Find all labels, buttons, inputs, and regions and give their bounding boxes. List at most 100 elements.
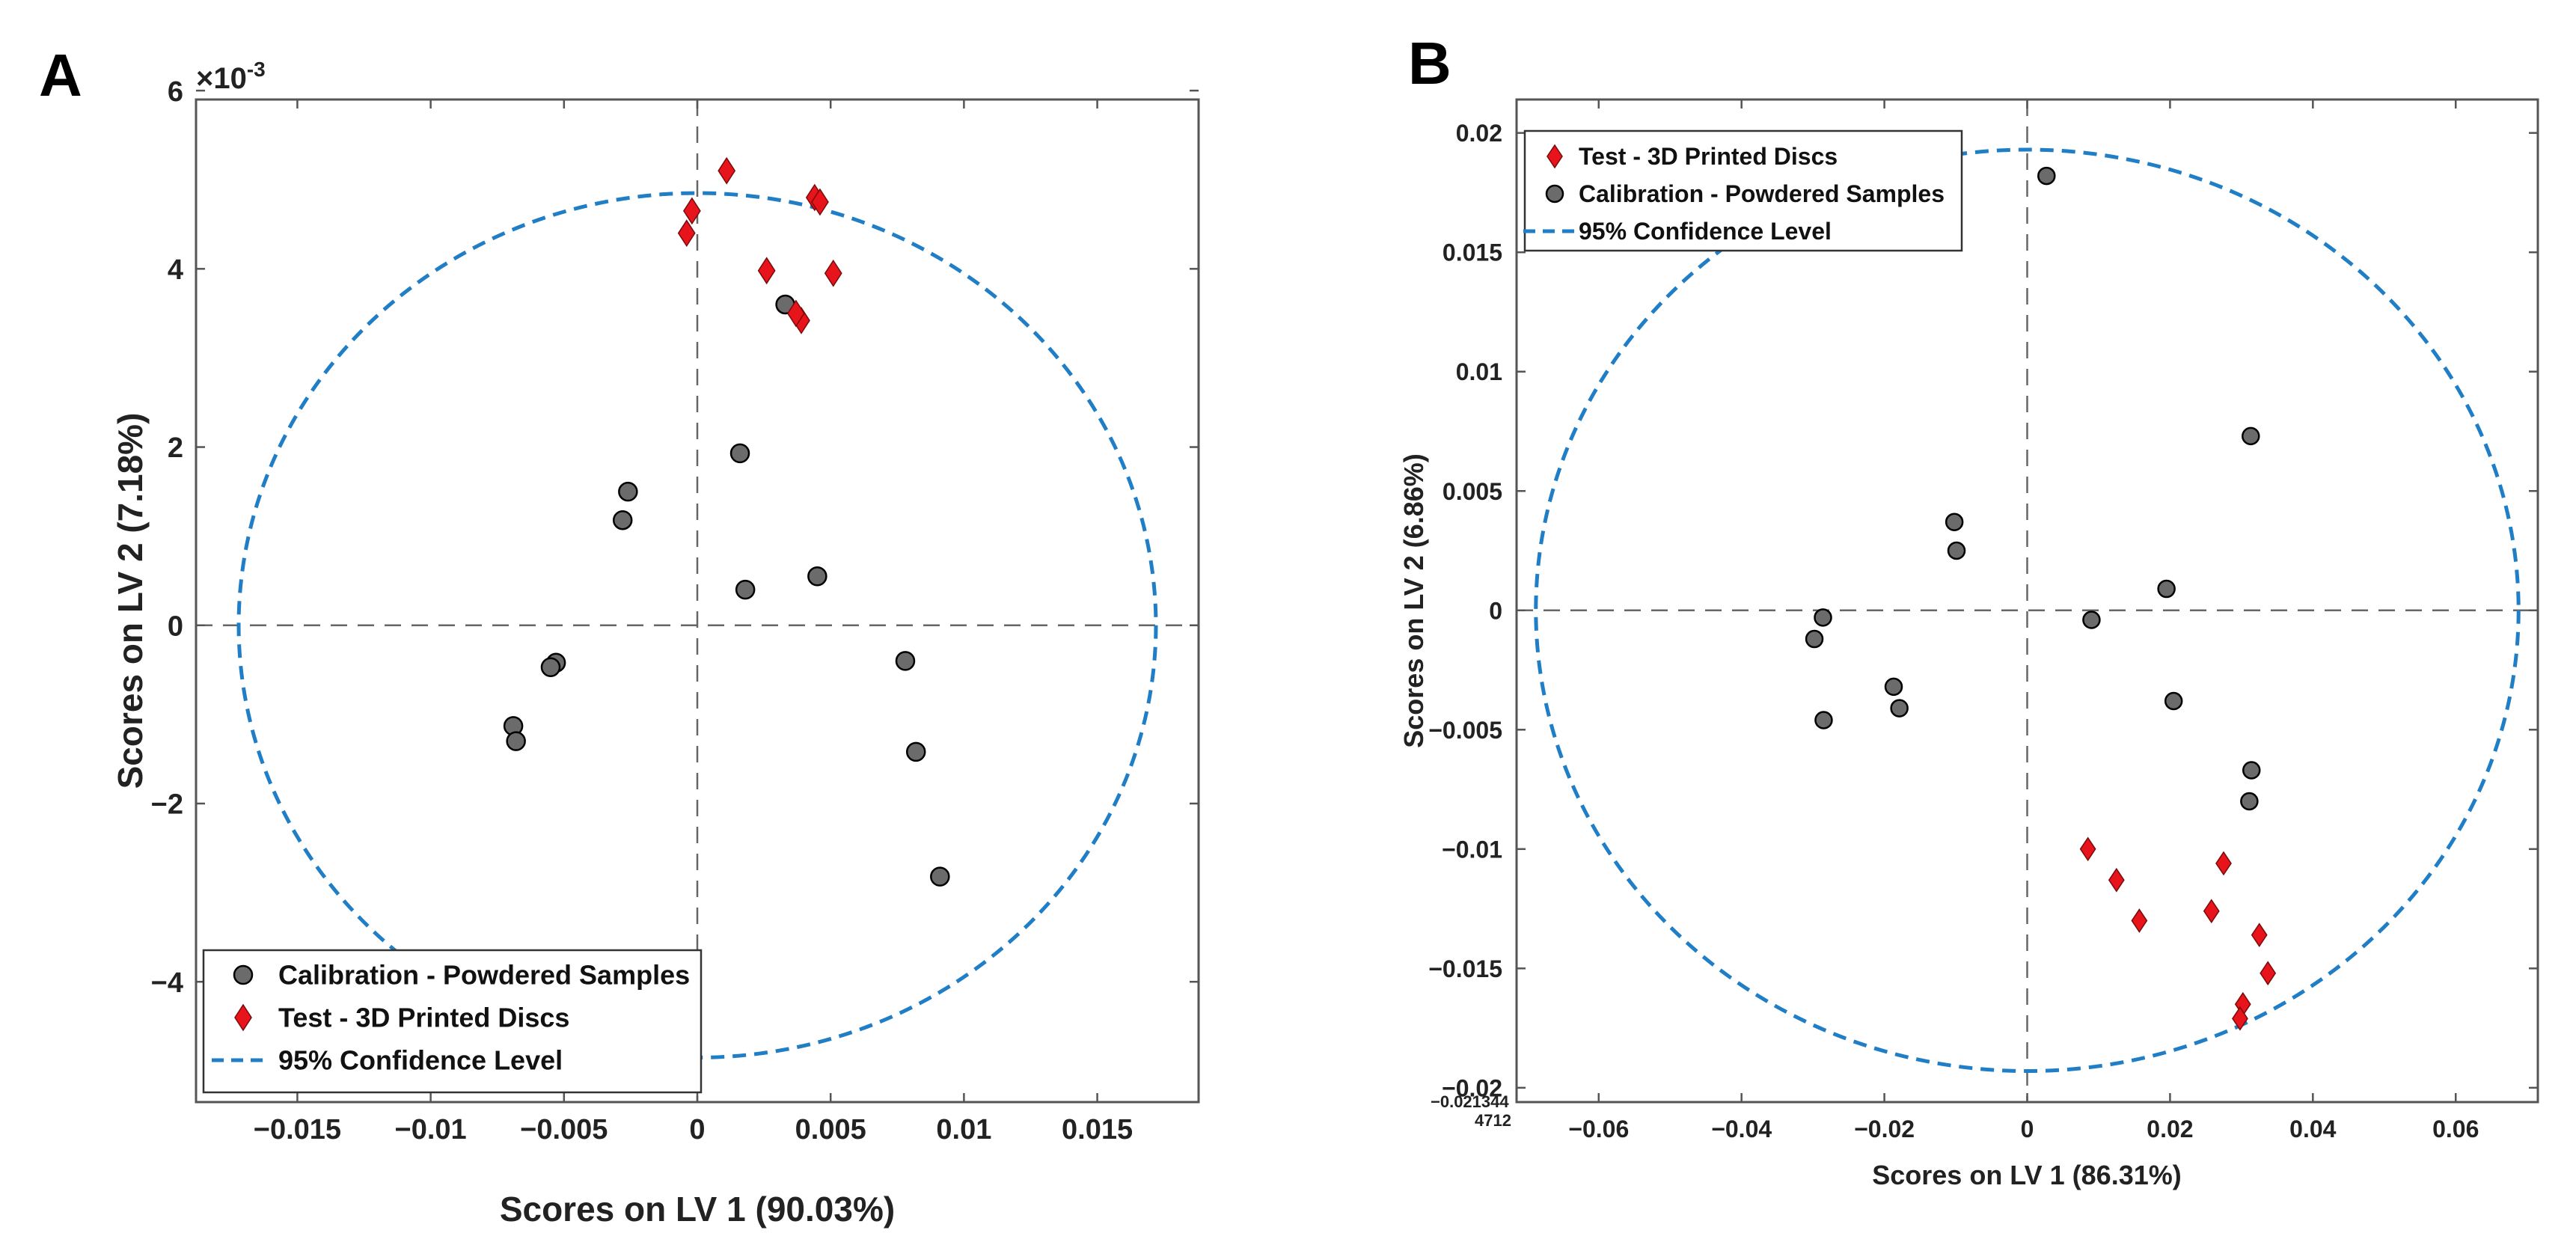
a-x-tick-label: 0 (689, 1114, 705, 1145)
b-calibration-point (2242, 426, 2260, 446)
a-test-point (786, 299, 805, 328)
b-calibration-point (1814, 608, 1832, 627)
a-y-tick-label: 0 (168, 611, 183, 642)
b-calibration-point (2164, 691, 2183, 711)
b-x-tick-label: 0.06 (2432, 1116, 2479, 1142)
b-calibration-point (1890, 699, 1909, 718)
panel-b-y-axis-label: Scores on LV 2 (6.86%) (1398, 453, 1429, 747)
a-calibration-point (540, 657, 561, 677)
a-y-tick-label: 4 (168, 254, 183, 286)
a-calibration-point (506, 731, 526, 751)
a-calibration-point (807, 566, 827, 587)
a-series-test (677, 156, 842, 334)
panel-b-points (1805, 166, 2277, 1031)
a-calibration-point (618, 481, 638, 502)
b-test-point (2203, 899, 2220, 924)
panel-a-label: A (39, 42, 82, 108)
a-x-tick-label: −0.005 (520, 1114, 608, 1145)
b-y-tick-label: 0 (1489, 597, 1502, 624)
a-legend-label: 95% Confidence Level (278, 1045, 563, 1076)
a-calibration-point (905, 741, 926, 762)
a-test-point (824, 259, 842, 287)
b-legend-label: Test - 3D Printed Discs (1579, 143, 1838, 170)
b-x-tick-label: 0.02 (2147, 1116, 2193, 1142)
b-test-point (2251, 923, 2268, 948)
panel-b-x-axis-label: Scores on LV 1 (86.31%) (1872, 1160, 2182, 1190)
panel-a-x-axis-label: Scores on LV 1 (90.03%) (500, 1190, 895, 1229)
b-calibration-point (2157, 579, 2176, 599)
b-calibration-point (1814, 711, 1833, 729)
panel-b-legend-box (1523, 129, 1963, 252)
a-calibration-point (612, 510, 633, 530)
panel-a-legend: Calibration - Powdered Samples Test - 3D … (202, 949, 703, 1094)
b-calibration-point (2242, 761, 2261, 780)
b-test-point (2232, 1006, 2248, 1031)
a-x-tick-label: −0.01 (395, 1114, 467, 1145)
a-x-tick-label: 0.005 (795, 1114, 866, 1145)
a-x-tick-label: 0.01 (936, 1114, 991, 1145)
b-x-tick-label: −0.04 (1711, 1116, 1772, 1142)
b-test-point (2079, 836, 2096, 862)
a-y-tick-label: −2 (151, 789, 183, 821)
a-calibration-point (895, 651, 916, 671)
b-legend-label: Calibration - Powdered Samples (1579, 180, 1945, 207)
b-y-tick-label: 0.005 (1443, 478, 1502, 505)
b-y-tick-label: −0.02 (1442, 1074, 1502, 1101)
b-test-point (2131, 908, 2148, 933)
panel-b-confidence-ellipse-layer (1534, 147, 2521, 1074)
b-y-tick-label: −0.01 (1442, 836, 1502, 863)
b-x-tick-label: 0 (2021, 1116, 2034, 1142)
b-test-point (2215, 851, 2232, 876)
a-legend-diamond-marker (234, 1003, 252, 1032)
b-series-calibration (1805, 166, 2261, 811)
b-y-tick-label: 0.01 (1456, 358, 1502, 385)
b-calibration-point (2240, 792, 2259, 811)
b-legend-label: 95% Confidence Level (1579, 218, 1832, 245)
a-x-tick-label: −0.015 (254, 1114, 341, 1145)
b-calibration-point (2037, 166, 2056, 186)
a-series-calibration (503, 294, 950, 887)
a-test-point (718, 156, 736, 185)
b-calibration-point (1884, 677, 1903, 697)
b-y-tick-label: 0.02 (1456, 120, 1502, 147)
panel-a-points (503, 156, 950, 887)
b-y-tick-label: −0.005 (1428, 717, 1502, 744)
a-legend-label: Test - 3D Printed Discs (278, 1003, 569, 1033)
panel-b-label: B (1408, 30, 1451, 97)
a-y-tick-label: 2 (168, 432, 183, 464)
a-y-tick-label: 6 (168, 76, 183, 108)
b-x-tick-label: −0.06 (1568, 1116, 1629, 1142)
panel-a-legend-box (202, 949, 703, 1094)
panel-b-corner-label-2: 4712 (1475, 1111, 1511, 1130)
a-legend-label: Calibration - Powdered Samples (278, 960, 690, 991)
a-test-point (682, 197, 701, 225)
b-y-tick-label: 0.015 (1443, 239, 1502, 266)
b-test-point (2108, 867, 2125, 893)
b-test-point (2260, 961, 2277, 986)
b-series-test (2079, 836, 2277, 1031)
a-test-point (677, 219, 696, 248)
panel-a-zero-lines (196, 100, 1199, 1102)
panel-b: B −0.06 −0.04 −0.02 0 0.02 0.04 0.06 −0.02 −0.01… (1398, 30, 2539, 1190)
panel-b-zero-lines (1517, 100, 2538, 1102)
b-legend-circle-marker (1545, 184, 1564, 204)
panel-a-ticks: −0.015 −0.01 −0.005 0 0.005 0.01 0.015 −4 −2 0 2 4 6 (151, 76, 1199, 1145)
a-calibration-point (930, 866, 950, 887)
panel-b-legend: Test - 3D Printed Discs Calibration - Pow… (1523, 129, 1963, 252)
b-calibration-point (1805, 629, 1824, 649)
panel-b-ticks: −0.06 −0.04 −0.02 0 0.02 0.04 0.06 −0.02 −0.015 −… (1428, 100, 2538, 1142)
b-x-tick-label: −0.02 (1854, 1116, 1915, 1142)
a-calibration-point (735, 579, 756, 600)
panel-a-y-multiplier: ×10-3 (196, 58, 266, 95)
a-calibration-point (729, 443, 750, 464)
a-y-tick-label: −4 (151, 967, 183, 999)
b-legend-diamond-marker (1546, 144, 1563, 169)
b-confidence-ellipse (1534, 147, 2521, 1074)
a-test-point (757, 257, 776, 285)
b-calibration-point (1945, 513, 1964, 531)
panel-b-corner-label-1: −0.021344 (1431, 1092, 1509, 1111)
a-legend-circle-marker (233, 964, 254, 985)
panel-a-y-axis-label: Scores on LV 2 (7.18%) (111, 413, 150, 789)
a-test-point (811, 188, 829, 216)
